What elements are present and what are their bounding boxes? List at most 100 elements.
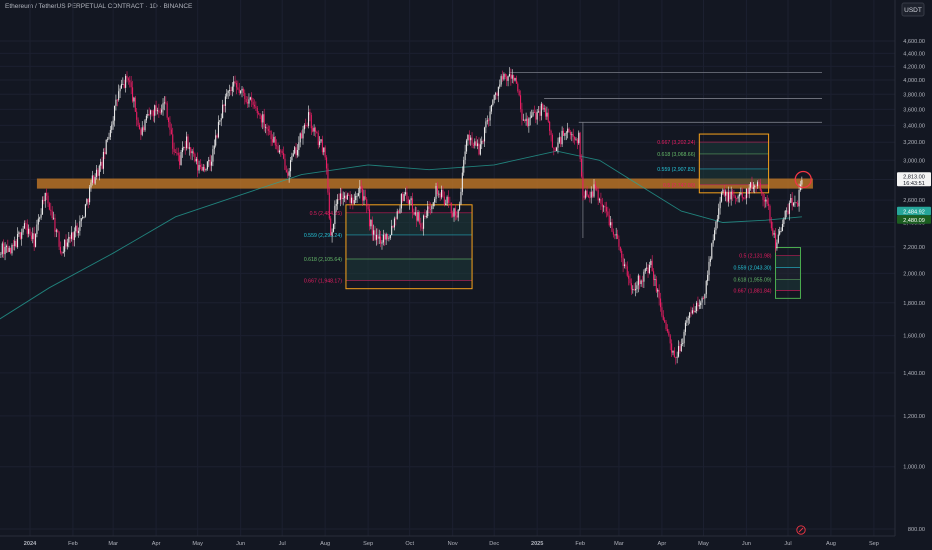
candle-body [183, 147, 185, 149]
candle-body [593, 184, 595, 197]
time-tick-label: Nov [448, 541, 458, 547]
fib-box-outline[interactable] [345, 204, 473, 290]
candle-body [213, 145, 215, 150]
candle [648, 261, 650, 275]
time-tick-label: Mar [108, 541, 118, 547]
fib-box-outline[interactable] [775, 247, 801, 299]
candle-body [723, 189, 725, 196]
candle-body [21, 232, 23, 239]
candle-body [708, 261, 710, 275]
candle [299, 132, 301, 148]
candle [241, 86, 243, 98]
candle-body [715, 221, 717, 231]
candle-body [472, 144, 474, 146]
candle [129, 76, 131, 88]
time-axis-layer: 2024 Feb Mar Apr May Jun Jul Aug Sep Oct Nov Dec 202… [0, 525, 932, 550]
candle-body [122, 84, 124, 85]
candle-body [382, 234, 384, 243]
candle-body [54, 217, 56, 232]
candle-body [294, 147, 296, 154]
candle [659, 292, 662, 312]
time-axis-background [0, 536, 932, 550]
candle [542, 103, 544, 111]
candle [587, 194, 590, 199]
candle-body [269, 130, 271, 132]
candle-body [730, 191, 732, 200]
candle [392, 225, 394, 229]
moving-average-layer [0, 150, 802, 320]
fib-level-label: 0.5 (2,484.85) [310, 211, 343, 217]
candle-body [493, 94, 495, 101]
candle [689, 311, 691, 324]
candle [317, 130, 319, 149]
candle-body [176, 152, 178, 154]
candle [618, 235, 620, 251]
fib-level-label: 0.667 (1,881.84) [733, 288, 771, 294]
candle [212, 145, 214, 167]
candle [301, 130, 303, 139]
candle-body [648, 264, 650, 274]
candle [252, 98, 254, 109]
candle [54, 214, 56, 238]
candle [210, 155, 213, 172]
candle-body [748, 187, 750, 194]
candle [443, 191, 445, 207]
candle [168, 117, 170, 128]
fib-zone-fib-2025-upper[interactable]: 0.667 (3,202.24) 0.618 (3,068.66) 0.559 (2… [657, 133, 770, 194]
time-tick-label: Feb [575, 541, 585, 547]
candle [500, 74, 502, 87]
candle [683, 329, 685, 347]
replay-icon[interactable] [796, 525, 806, 535]
time-tick-label: Apr [658, 541, 667, 547]
candle-body [352, 197, 354, 204]
candle [53, 211, 55, 220]
chart-title: Ethereum / TetherUS PERPETUAL CONTRACT ·… [5, 3, 193, 10]
candle-body [467, 134, 469, 141]
time-tick-label: 2025 [531, 541, 543, 547]
fib-zone-fib-2024[interactable]: 0.5 (2,484.85) 0.559 (2,295.24) 0.618 (2,1… [304, 204, 473, 290]
currency-badge[interactable] [901, 2, 925, 17]
candle-body [736, 198, 738, 199]
ma-fast-tag[interactable]: 2,484.92 [897, 206, 931, 216]
candle [357, 188, 359, 197]
candle-body [166, 103, 168, 118]
candle-body [647, 267, 649, 274]
candle [324, 145, 326, 161]
candle-body [133, 97, 135, 102]
candle [585, 189, 587, 200]
candle-body [702, 298, 705, 299]
candle [36, 219, 38, 238]
candle-body [111, 124, 113, 130]
candle [499, 79, 501, 89]
candle [441, 185, 443, 200]
candle [247, 96, 249, 108]
highlight-circle[interactable] [794, 170, 812, 189]
candle [497, 86, 499, 103]
candle-body [253, 104, 256, 107]
ma-slow-tag-text: 2,480.09 [903, 218, 925, 224]
candle [791, 192, 793, 211]
candle [716, 215, 718, 229]
candle [607, 206, 609, 217]
candle-body [720, 192, 723, 202]
candle [112, 116, 114, 130]
candle-body [90, 182, 92, 188]
candle-body [228, 90, 231, 91]
candle-body [36, 224, 38, 235]
candle [495, 91, 497, 100]
candle [432, 201, 434, 210]
candle-body [701, 298, 703, 303]
candle [334, 200, 336, 230]
candle [572, 128, 574, 143]
candle-body [280, 150, 282, 152]
candle [291, 152, 293, 162]
candle-body [776, 242, 778, 249]
fib-zone-fib-2025-lower[interactable]: 0.5 (2,131.98) 0.559 (2,043.30) 0.618 (1,9… [733, 247, 801, 299]
candle-body [539, 111, 541, 116]
candle-body [420, 223, 422, 228]
ma-slow-tag[interactable]: 2,480.09 [897, 215, 931, 224]
time-tick-label: Mar [614, 541, 624, 547]
candle [266, 123, 268, 136]
